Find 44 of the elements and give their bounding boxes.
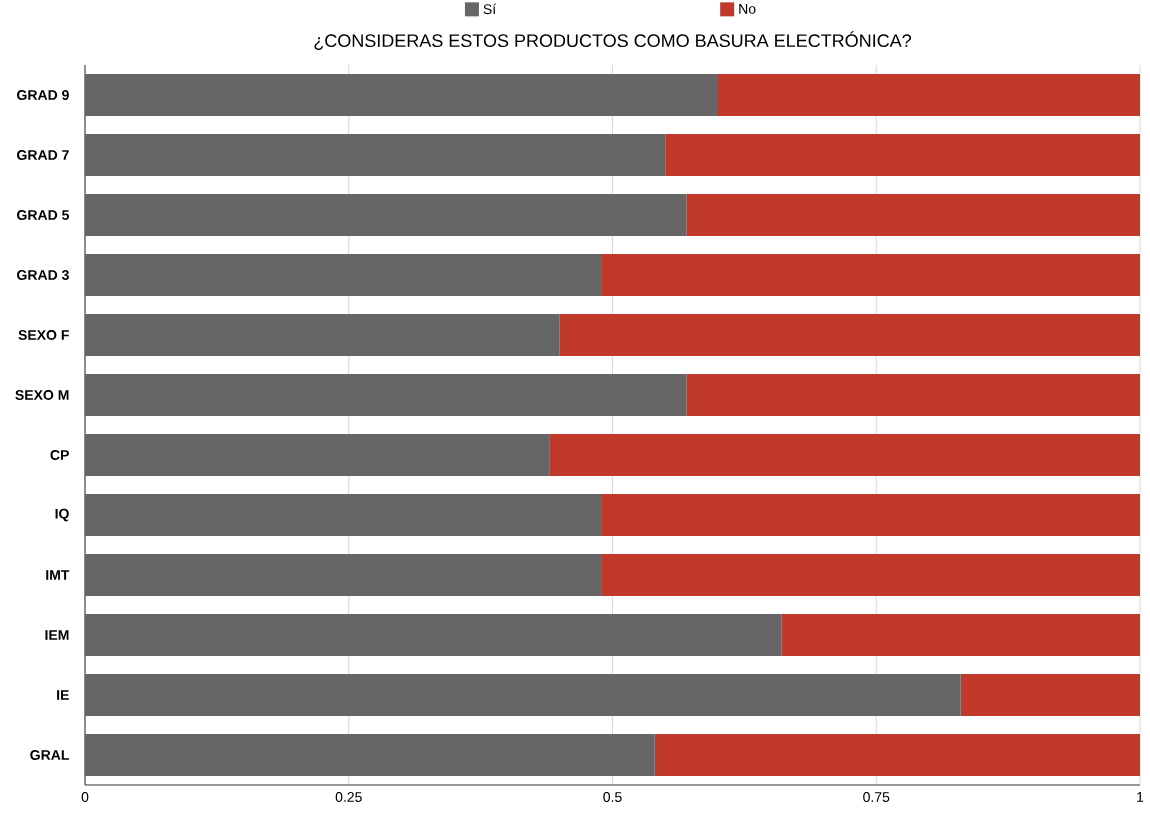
x-tick-label: 0.5 [603,792,622,802]
bar [960,674,1140,716]
y-tick-label: IE [57,690,69,700]
bar [718,73,1140,116]
bar [85,194,687,236]
y-tick-label: GRAD 3 [17,270,69,280]
y-tick-label: SEXO M [15,390,69,400]
bar [85,374,687,416]
bar [85,254,602,296]
bar [601,554,1140,596]
bar [665,134,1140,176]
y-tick-label: IMT [46,570,70,580]
bar [85,614,782,656]
bar [686,374,1140,416]
x-tick-label: 0.75 [863,792,890,802]
y-tick-label: SEXO F [18,330,69,340]
bar [654,734,1140,776]
bar [549,434,1140,476]
x-tick-label: 0 [81,792,89,802]
x-tick-label: 0.25 [335,792,362,802]
bar [85,554,602,596]
x-tick-label: 1 [1137,792,1144,802]
bar [601,254,1140,296]
legend-label: No [739,4,756,14]
chart-title: ¿CONSIDERAS ESTOS PRODUCTOS COMO BASURA ELECTRÓNICA? [314,31,912,50]
y-tick-label: GRAL [30,750,69,760]
bar [85,493,602,536]
y-tick-label: IEM [45,630,69,640]
bar [601,493,1140,536]
y-tick-label: GRAD 9 [17,90,69,100]
bar [85,314,560,356]
y-tick-label: IQ [55,508,69,522]
y-tick-label: CP [50,450,69,460]
bar [85,674,961,716]
y-tick-label: GRAD 7 [17,150,69,160]
bar [85,134,666,176]
bar [781,614,1140,656]
legend-label: Sí [483,3,497,15]
y-tick-label: GRAD 5 [17,210,70,220]
bar [85,734,655,776]
bar [686,194,1140,236]
bar [559,314,1140,356]
bar [85,73,718,116]
bar [85,434,550,476]
